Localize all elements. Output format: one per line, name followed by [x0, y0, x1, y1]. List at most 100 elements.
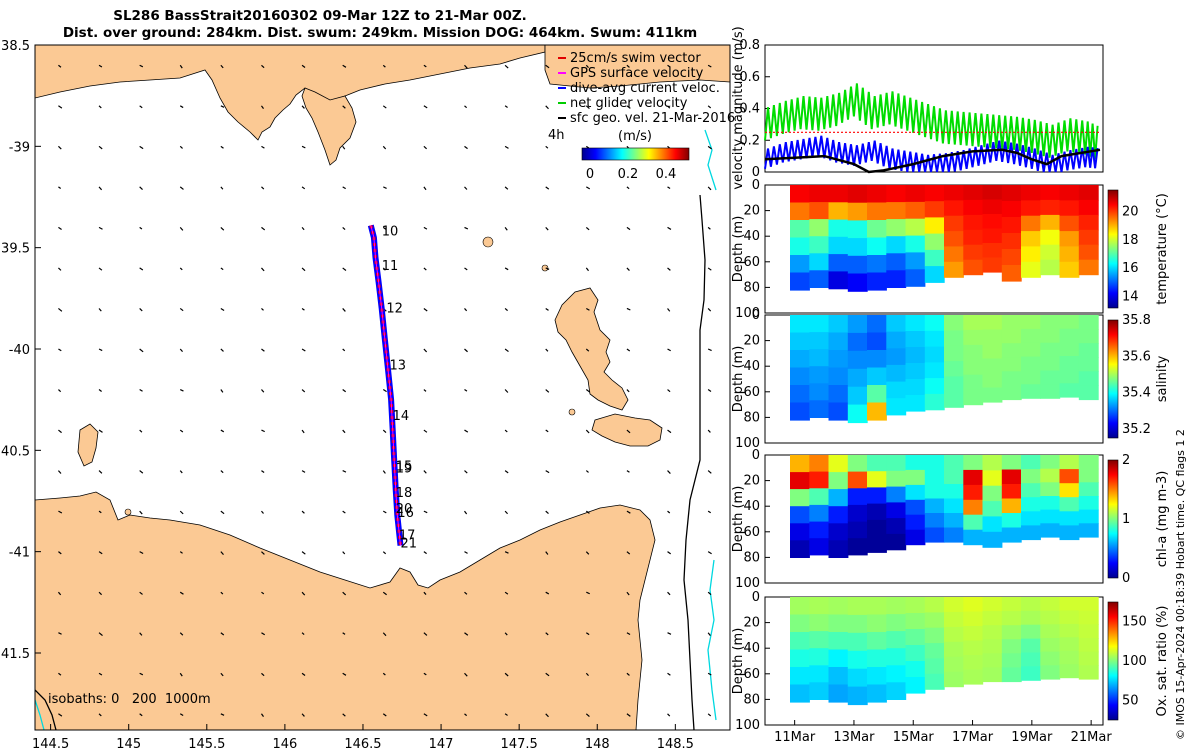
salinity-cell: [790, 332, 810, 351]
geo-vector: [58, 551, 62, 555]
chl-a-cell: [828, 506, 849, 524]
chl-a-cell: [1078, 482, 1099, 497]
salinity-cell: [1059, 315, 1080, 330]
geo-vector: [220, 186, 224, 190]
salinity-cell: [886, 364, 907, 383]
colorbar-tick-label: 35.4: [1122, 386, 1151, 401]
depth-tick-label: 80: [743, 550, 760, 565]
geo-vector: [220, 145, 224, 149]
geo-vector: [504, 551, 509, 554]
oxygen-cell: [867, 667, 887, 686]
geo-vector: [464, 510, 468, 515]
chl-a-cell: [1078, 455, 1099, 470]
chl-a-cell: [867, 455, 887, 472]
depth-tick-label: 80: [743, 692, 760, 707]
depth-tick-label: 20: [743, 204, 760, 219]
oxygen-cell: [905, 661, 926, 678]
geo-vector: [626, 186, 630, 190]
isobath-1000m-west: [35, 699, 45, 730]
salinity-cell: [1040, 370, 1061, 385]
oxygen-cell: [790, 597, 810, 616]
chl-a-cell: [1001, 513, 1022, 529]
geo-vector: [504, 227, 508, 231]
oxygen-cell: [867, 597, 887, 616]
oxygen-cell: [1078, 665, 1099, 680]
geo-vector: [382, 591, 387, 596]
chl-a-cell: [809, 455, 830, 473]
geo-vector: [464, 551, 468, 554]
depth-tick-label: 40: [743, 641, 760, 656]
chl-a-cell: [982, 455, 1003, 471]
oxygen-cell: [1078, 651, 1099, 666]
vel-y-tick-label: 0.2: [739, 133, 760, 148]
oxygen-cell: [790, 649, 810, 668]
chl-a-cell: [886, 502, 907, 519]
chl-a-cell: [944, 513, 964, 529]
geo-vector: [301, 429, 305, 434]
x-tick-label: 146.5: [344, 737, 381, 750]
geo-vector: [139, 470, 144, 474]
salinity-cell: [963, 344, 984, 361]
temperature-cell: [905, 252, 926, 270]
oxygen-cell: [924, 643, 945, 660]
time-tick-label: 19Mar: [1011, 730, 1053, 745]
oxygen-cell: [867, 614, 887, 633]
colorbar-tick-label: 35.2: [1122, 422, 1151, 437]
geo-vector: [382, 64, 386, 68]
salinity-cell: [790, 367, 810, 386]
isobath-1000m: [704, 129, 717, 721]
geo-vector: [301, 64, 306, 68]
temperature-cell: [944, 215, 964, 232]
salinity-cell: [924, 315, 945, 332]
salinity-cell: [886, 381, 907, 399]
geo-vector: [261, 429, 265, 433]
map-frame: [34, 44, 731, 731]
x-tick-label: 148: [585, 737, 610, 750]
geo-vector: [626, 672, 630, 676]
oxygen-cell: [886, 648, 907, 666]
geo-vector: [139, 551, 144, 555]
geo-vector: [261, 267, 265, 272]
salinity-cell: [982, 344, 1003, 360]
depth-tick-label: 20: [743, 334, 760, 349]
oxygen-cell: [847, 650, 868, 670]
chl-a-cell: [944, 455, 964, 471]
colorbar-units: (m/s): [618, 129, 652, 144]
vel-y-tick-label: 0: [752, 165, 760, 180]
chl-a-cell: [867, 536, 887, 553]
oxygen-cell: [982, 625, 1003, 640]
x-tick-label: 147.5: [501, 737, 538, 750]
temperature-cell: [790, 220, 810, 239]
salinity-cell: [828, 350, 849, 369]
geo-vector: [667, 64, 671, 68]
isobath-legend: isobaths: 0 200 1000m: [48, 692, 211, 707]
geo-vector: [707, 510, 712, 514]
geo-vector: [626, 429, 631, 434]
chl-a-cell: [963, 469, 984, 486]
salinity-cell: [1021, 315, 1041, 330]
geo-vector: [707, 145, 712, 150]
temperature-cell: [790, 272, 810, 291]
geo-vector: [58, 672, 62, 676]
salinity-cell: [867, 332, 887, 351]
geo-vector: [301, 591, 306, 596]
chl-a-cell: [982, 470, 1003, 487]
temperature-cell: [886, 270, 907, 288]
geo-vector: [545, 510, 549, 515]
temperature-cell: [828, 202, 849, 221]
geo-vector: [464, 713, 468, 717]
oxygen-cell: [1059, 597, 1080, 611]
chl-a-cell: [905, 484, 926, 501]
y-tick-label: -41: [9, 546, 30, 561]
chl-a-cell: [963, 455, 984, 471]
salinity-cell: [1078, 329, 1099, 344]
oxygen-cell: [1001, 639, 1022, 654]
geo-vector: [423, 348, 428, 353]
chl-a-cell: [1021, 469, 1041, 484]
oxygen-cell: [1021, 597, 1041, 612]
geo-vector: [301, 672, 306, 676]
chl-a-cell: [1021, 455, 1041, 470]
geo-vector: [382, 510, 387, 514]
temperature-cell: [809, 253, 830, 271]
day-label: 12: [386, 302, 403, 317]
